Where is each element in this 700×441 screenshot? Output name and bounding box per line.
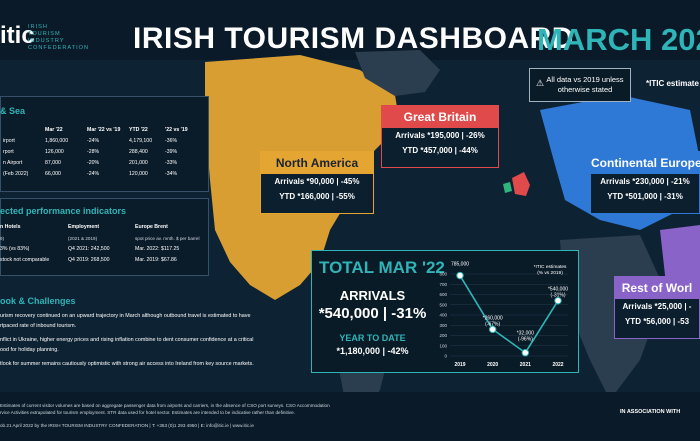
air-sea-title: & Sea <box>0 106 26 116</box>
ireland-shape <box>503 182 512 193</box>
region-name: Great Britain <box>382 106 498 128</box>
outlook-text: urism recovery continued on an upward tr… <box>0 311 254 369</box>
page-month: MARCH 2022 <box>537 22 700 57</box>
data-label-change: (-31%) <box>550 293 565 299</box>
x-tick-label: 2021 <box>520 362 531 368</box>
footer-note: Estimates of current visitor volumes are… <box>0 403 330 428</box>
y-tick-label: 600 <box>439 292 447 297</box>
region-great-britain: Great Britain Arrivals *195,000 | -26% Y… <box>381 105 499 168</box>
association-label: IN ASSOCIATION WITH <box>620 409 681 415</box>
outlook-line: urism recovery continued on an upward tr… <box>0 313 251 319</box>
great-britain-shape <box>512 172 530 196</box>
region-name: Rest of Worl <box>615 277 699 299</box>
table-row: (Feb 2022) 66,000 -24% 120,000 -34% <box>3 170 178 177</box>
table-header-row: Mar '22 Mar '22 vs '19 YTD '22 '22 vs '1… <box>45 126 188 133</box>
region-name: Continental Europe <box>591 152 700 174</box>
page-title: IRISH TOURISM DASHBOARD <box>133 22 574 55</box>
kpi-panel <box>0 198 209 276</box>
itic-estimate-label: *ITIC estimate <box>646 79 699 88</box>
y-tick-label: 200 <box>439 333 447 338</box>
data-point <box>521 349 530 357</box>
outlook-line: ood for holiday planning. <box>0 347 59 353</box>
table-row: n Airport 87,000 -20% 201,000 -33% <box>3 159 178 166</box>
data-point <box>488 325 497 334</box>
y-tick-label: 0 <box>444 354 447 359</box>
chart-note: *ITIC estimates <box>534 264 567 270</box>
air-sea-table: Mar '22 Mar '22 vs '19 YTD '22 '22 vs '1… <box>0 124 191 179</box>
logo-text: Irish Tourism Industry Confederation <box>28 24 90 51</box>
chart-note: (% vs 2019) <box>537 270 563 276</box>
region-continental-europe: Continental Europe Arrivals *230,000 | -… <box>590 151 700 214</box>
data-label-change: (-67%) <box>485 321 500 327</box>
region-north-america: North America Arrivals *90,000 | -45% YT… <box>260 151 374 214</box>
ytd-value: *1,180,000 | -42% <box>336 346 409 356</box>
table-row: irport 1,860,000 -24% 4,179,100 -36% <box>3 137 178 144</box>
y-tick-label: 400 <box>439 313 447 318</box>
arrivals-value: *540,000 | -31% <box>318 305 427 322</box>
kpi-title: ected performance indicators <box>0 206 127 216</box>
x-tick-label: 2020 <box>487 362 498 368</box>
ytd-label: YEAR TO DATE <box>339 333 406 343</box>
y-tick-label: 800 <box>439 272 447 277</box>
region-rest-of-world: Rest of Worl Arrivals *25,000 | - YTD *5… <box>614 276 700 339</box>
table-row: rport 126,000 -28% 288,400 -39% <box>3 148 178 155</box>
y-tick-label: 300 <box>439 323 447 328</box>
data-point <box>554 296 562 305</box>
arrivals-label: ARRIVALS <box>339 288 406 303</box>
series-line <box>459 275 559 354</box>
outlook-line: rtpaced rate of inbound tourism. <box>0 323 77 329</box>
warning-icon: ⚠ <box>536 78 545 88</box>
air-sea-panel <box>0 96 209 192</box>
data-point <box>456 271 464 280</box>
y-tick-label: 500 <box>439 302 447 307</box>
total-title: TOTAL MAR '22 <box>319 258 445 277</box>
outlook-title: ook & Challenges <box>0 296 76 306</box>
kpi-brent: Europe Brent spot price av. mnth. $ per b… <box>135 224 200 263</box>
data-label: *260,000 <box>483 315 503 321</box>
region-name: North America <box>261 152 373 174</box>
y-tick-label: 100 <box>439 343 447 348</box>
kpi-hotels: n Hotels 9) 3% (vs 83%) stock not comparab… <box>0 224 50 263</box>
total-panel <box>311 250 579 373</box>
outlook-line: nflict in Ukraine, higher energy prices … <box>0 337 254 343</box>
outlook-line: tlook for summer remains cautiously opti… <box>0 361 254 367</box>
data-label-change: (-96%) <box>518 337 533 343</box>
data-label: 785,000 <box>451 262 469 268</box>
arrivals-line-chart: 800 700 600 500 400 300 200 100 0 *ITIC estimates… <box>439 262 568 368</box>
itic-logo: itic <box>0 22 35 49</box>
x-tick-label: 2022 <box>552 362 563 368</box>
greenland-shape <box>355 50 440 96</box>
data-label: *540,000 <box>548 287 568 293</box>
data-label: *32,000 <box>517 331 534 337</box>
y-tick-label: 700 <box>439 282 447 287</box>
x-tick-label: 2019 <box>454 362 465 368</box>
kpi-employment: Employment (2021 & 2019) Q4 2021: 242,500… <box>68 224 110 263</box>
data-note: All data vs 2019 unless otherwise stated <box>529 68 631 102</box>
